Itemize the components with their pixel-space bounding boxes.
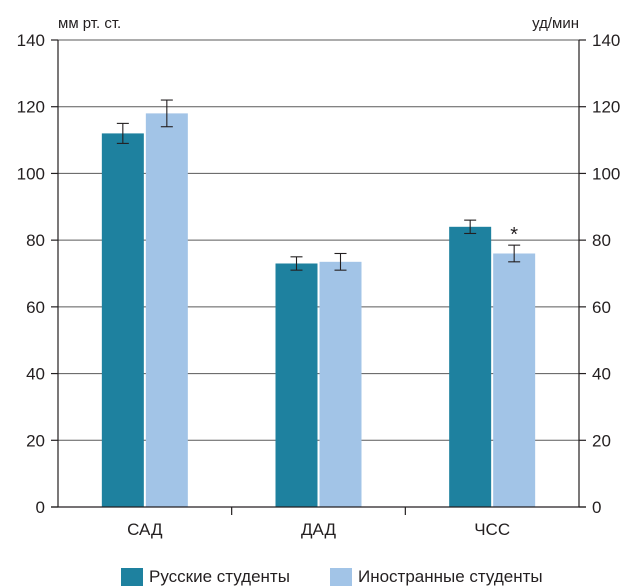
bar [319, 261, 362, 507]
right-tick-label: 20 [592, 431, 611, 450]
right-tick-label: 40 [592, 365, 611, 384]
bar [145, 113, 188, 507]
bar [275, 263, 318, 507]
legend-item-series-2: Иностранные студенты [330, 567, 543, 587]
legend-label-series-2: Иностранные студенты [358, 567, 543, 586]
left-tick-label: 40 [26, 365, 45, 384]
significance-mark: * [510, 224, 518, 246]
bar [449, 226, 492, 508]
left-tick-label: 20 [26, 431, 45, 450]
legend-label-series-1: Русские студенты [149, 567, 290, 586]
legend-item-series-1: Русские студенты [121, 567, 290, 587]
right-tick-label: 140 [592, 31, 620, 50]
category-label: ДАД [301, 520, 336, 539]
legend: Русские студенты Иностранные студенты [0, 562, 630, 587]
left-axis-unit-label: мм рт. ст. [58, 15, 121, 32]
bar [101, 133, 144, 507]
category-label: САД [127, 520, 163, 539]
left-tick-label: 100 [17, 164, 45, 183]
gridlines [58, 39, 579, 441]
right-tick-label: 0 [592, 498, 601, 517]
axes: 0 0 20 20 40 40 60 60 80 80 100 100 120 120 140 140 САД Д… [17, 31, 621, 539]
right-tick-label: 100 [592, 164, 620, 183]
bar-chart: * 0 0 20 20 40 40 60 60 80 80 100 100 120 120 140 140 СА… [17, 15, 621, 539]
left-tick-label: 0 [36, 498, 45, 517]
category-label: ЧСС [474, 520, 510, 539]
left-tick-label: 60 [26, 298, 45, 317]
right-axis-unit-label: уд/мин [532, 15, 579, 32]
left-tick-label: 80 [26, 231, 45, 250]
bar [493, 253, 536, 507]
right-tick-label: 60 [592, 298, 611, 317]
legend-swatch-series-1 [121, 568, 143, 586]
legend-swatch-series-2 [330, 568, 352, 586]
bars: * [101, 99, 536, 508]
right-tick-label: 80 [592, 231, 611, 250]
right-tick-label: 120 [592, 98, 620, 117]
left-tick-label: 140 [17, 31, 45, 50]
left-tick-label: 120 [17, 98, 45, 117]
